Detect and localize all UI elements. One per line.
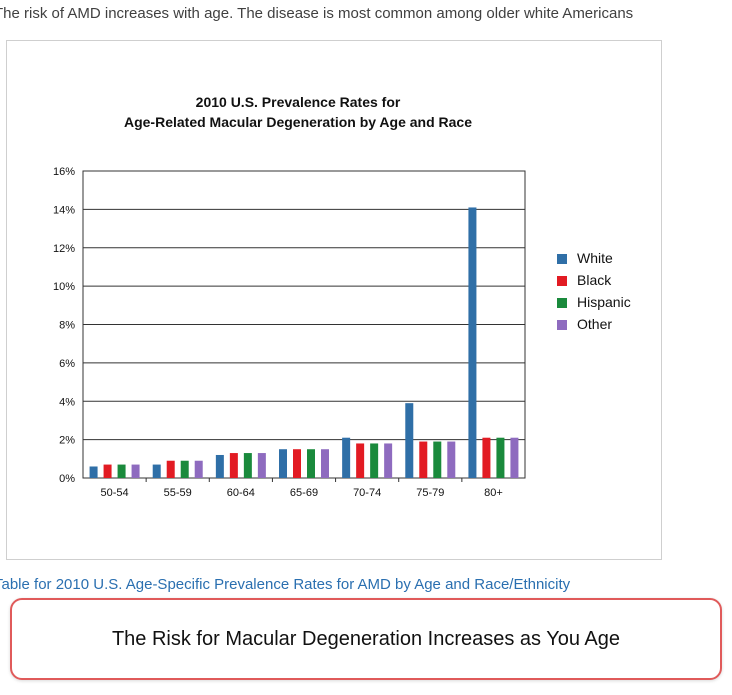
- bar-other-65-69: [321, 449, 329, 478]
- bar-black-55-59: [166, 460, 175, 478]
- bar-hispanic-65-69: [307, 449, 315, 478]
- legend-swatch-white: [557, 254, 567, 264]
- bar-other-55-59: [194, 460, 203, 478]
- x-tick-label: 70-74: [353, 487, 381, 499]
- bar-black-65-69: [293, 449, 301, 478]
- x-tick-label: 65-69: [290, 487, 318, 499]
- x-tick-label: 50-54: [101, 487, 129, 499]
- bar-black-70-74: [356, 443, 365, 478]
- bar-hispanic-50-54: [117, 464, 126, 478]
- y-tick-label: 14%: [53, 204, 75, 216]
- y-tick-label: 10%: [53, 281, 75, 293]
- x-tick-label: 75-79: [416, 487, 444, 499]
- x-tick-label: 60-64: [227, 487, 255, 499]
- bar-black-60-64: [229, 453, 238, 478]
- bar-white-60-64: [215, 454, 224, 478]
- y-tick-label: 4%: [59, 396, 75, 408]
- bar-white-75-79: [405, 403, 414, 478]
- callout-box: The Risk for Macular Degeneration Increa…: [10, 598, 722, 680]
- y-tick-label: 6%: [59, 358, 75, 370]
- legend-label-hispanic: Hispanic: [577, 294, 631, 310]
- callout-text: The Risk for Macular Degeneration Increa…: [111, 627, 621, 650]
- legend-label-white: White: [577, 250, 613, 266]
- bar-hispanic-75-79: [433, 441, 442, 478]
- bar-black-80+: [482, 437, 491, 478]
- bar-black-50-54: [103, 464, 112, 478]
- chart-title: 2010 U.S. Prevalence Rates for: [196, 94, 401, 110]
- bar-other-80+: [510, 437, 519, 478]
- bar-hispanic-70-74: [370, 443, 379, 478]
- chart-card: 2010 U.S. Prevalence Rates for Age-Relat…: [6, 40, 662, 560]
- bar-white-50-54: [89, 466, 98, 478]
- bar-black-75-79: [419, 441, 428, 478]
- y-tick-label: 2%: [59, 435, 75, 447]
- prevalence-table-link[interactable]: Table for 2010 U.S. Age-Specific Prevale…: [0, 576, 571, 593]
- x-tick-label: 80+: [484, 487, 503, 499]
- intro-text: The risk of AMD increases with age. The …: [0, 5, 634, 22]
- bar-hispanic-80+: [496, 437, 505, 478]
- legend-label-black: Black: [577, 272, 612, 288]
- bar-other-50-54: [131, 464, 140, 478]
- bar-other-70-74: [384, 443, 393, 478]
- chart-subtitle: Age-Related Macular Degeneration by Age …: [124, 114, 472, 130]
- bar-other-60-64: [257, 453, 266, 478]
- legend-label-other: Other: [577, 316, 612, 332]
- y-tick-label: 0%: [59, 473, 75, 485]
- bar-white-80+: [468, 207, 477, 479]
- legend-swatch-hispanic: [557, 298, 567, 308]
- bar-hispanic-60-64: [243, 453, 252, 478]
- y-tick-label: 16%: [53, 166, 75, 178]
- legend-swatch-black: [557, 276, 567, 286]
- y-tick-label: 8%: [59, 320, 75, 332]
- bar-white-55-59: [152, 464, 161, 478]
- bar-white-70-74: [342, 437, 351, 478]
- x-tick-label: 55-59: [164, 487, 192, 499]
- bar-hispanic-55-59: [180, 460, 189, 478]
- bar-white-65-69: [279, 449, 287, 478]
- legend-swatch-other: [557, 320, 567, 330]
- y-tick-label: 12%: [53, 243, 75, 255]
- prevalence-chart: 2010 U.S. Prevalence Rates for Age-Relat…: [53, 94, 631, 499]
- bar-other-75-79: [447, 441, 456, 478]
